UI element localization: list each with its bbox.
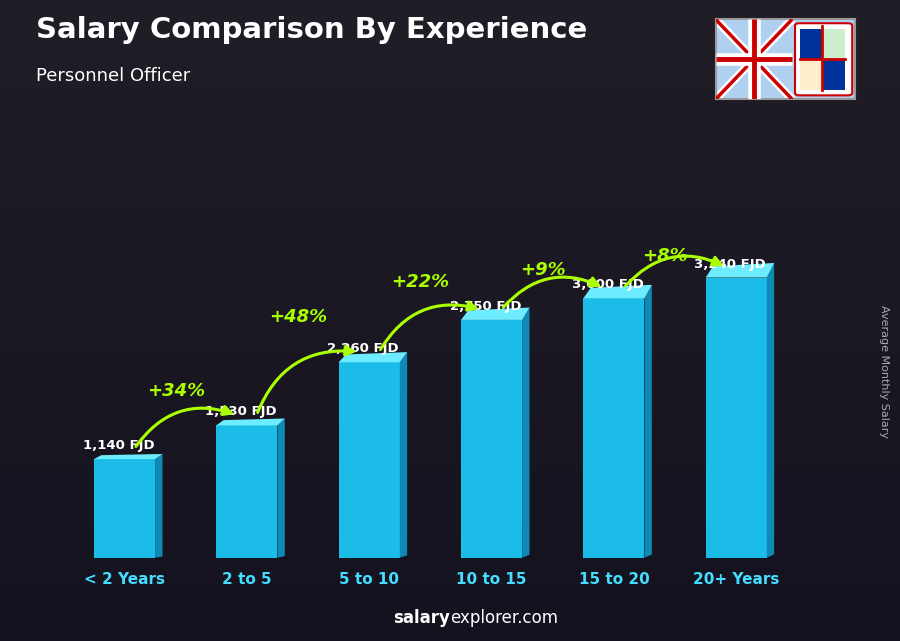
Text: 2,750 FJD: 2,750 FJD (450, 300, 521, 313)
Text: explorer.com: explorer.com (450, 609, 558, 627)
Text: 2,260 FJD: 2,260 FJD (328, 342, 399, 355)
Text: +22%: +22% (392, 273, 450, 291)
Text: +48%: +48% (269, 308, 328, 326)
Polygon shape (277, 419, 284, 558)
Polygon shape (644, 285, 652, 558)
Bar (338, 362, 400, 558)
Polygon shape (338, 352, 407, 362)
Polygon shape (216, 419, 284, 426)
Bar (800, 29, 823, 60)
Bar (461, 320, 522, 558)
Text: 1,530 FJD: 1,530 FJD (205, 406, 276, 419)
Text: salary: salary (393, 609, 450, 627)
Text: Average Monthly Salary: Average Monthly Salary (878, 305, 889, 438)
Bar (94, 459, 155, 558)
Polygon shape (400, 352, 407, 558)
Text: 3,240 FJD: 3,240 FJD (694, 258, 766, 271)
Text: 3,000 FJD: 3,000 FJD (572, 278, 644, 292)
Bar (823, 60, 845, 90)
Polygon shape (155, 454, 162, 558)
Bar (800, 60, 823, 90)
Text: Salary Comparison By Experience: Salary Comparison By Experience (36, 16, 587, 44)
Text: +9%: +9% (520, 261, 566, 279)
Bar (216, 426, 277, 558)
Text: Personnel Officer: Personnel Officer (36, 67, 190, 85)
Polygon shape (583, 285, 652, 298)
Bar (823, 29, 845, 60)
FancyBboxPatch shape (795, 23, 852, 96)
Polygon shape (461, 308, 529, 320)
Text: +34%: +34% (147, 382, 205, 400)
Text: 1,140 FJD: 1,140 FJD (83, 439, 154, 452)
Polygon shape (522, 308, 529, 558)
Polygon shape (706, 263, 774, 278)
Polygon shape (94, 454, 162, 459)
Bar (583, 298, 644, 558)
Text: +8%: +8% (643, 247, 689, 265)
Bar (706, 278, 767, 558)
Polygon shape (767, 263, 774, 558)
